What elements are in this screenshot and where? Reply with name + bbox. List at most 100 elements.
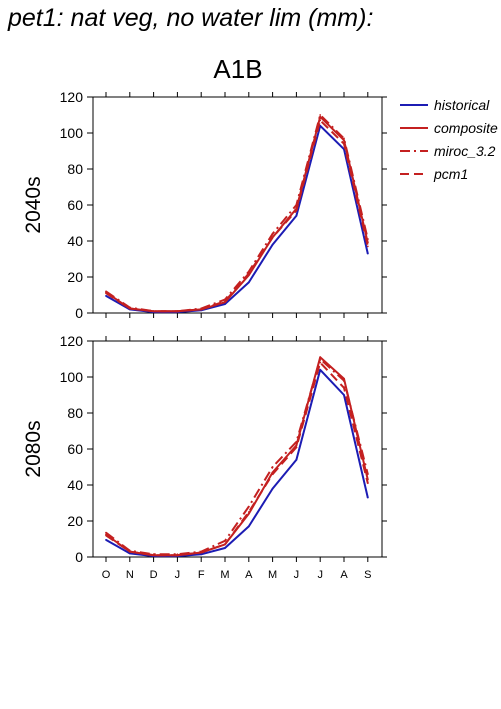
panel-2040s-point-pcm1: [366, 245, 369, 248]
panel-2080s-point-historical: [224, 547, 226, 549]
panel-2040s-point-pcm1: [319, 119, 322, 122]
xtick-label-0: O: [102, 569, 111, 581]
panel-2080s-row-label: 2080s: [22, 420, 45, 477]
panel-2040s-point-composite: [343, 139, 345, 142]
xtick-label-5: M: [220, 569, 229, 581]
panel-2080s-point-pcm1: [224, 543, 226, 546]
panel-2080s-ytick-label: 40: [67, 477, 83, 493]
xtick-label-11: S: [364, 569, 371, 581]
panel-2080s-point-miroc_3.2: [319, 358, 322, 360]
xtick-label-9: J: [317, 569, 323, 581]
xtick-label-3: J: [175, 569, 181, 581]
panel-2040s-ytick-label: 80: [67, 161, 83, 177]
panel-2080s-point-composite: [247, 512, 250, 515]
panel-2040s-ytick-label: 20: [67, 269, 83, 285]
panel-2040s-point-pcm1: [105, 292, 107, 295]
panel-2080s-ytick-label: 60: [67, 441, 83, 457]
panel-2080s-point-historical: [247, 525, 250, 528]
panel-2040s-ytick-label: 100: [60, 125, 84, 141]
panel-2080s-point-pcm1: [128, 550, 131, 553]
panel-2040s-point-historical: [247, 281, 250, 284]
panel-2080s-series-composite: [105, 356, 369, 557]
panel-2080s-point-historical: [200, 553, 203, 556]
panel-2040s-point-pcm1: [271, 236, 274, 239]
panel-2080s-series-pcm1: [105, 361, 369, 557]
panel-2080s-point-miroc_3.2: [295, 440, 298, 443]
panel-2040s-point-pcm1: [128, 307, 131, 310]
panel-2080s-point-miroc_3.2: [224, 539, 226, 542]
panel-2040s-point-pcm1: [343, 142, 345, 145]
legend-label-historical: historical: [434, 97, 490, 113]
panel-2040s-point-pcm1: [152, 310, 155, 313]
panel-2040s-point-historical: [366, 252, 369, 255]
panel-2040s-point-miroc_3.2: [105, 290, 107, 293]
panel-2040s-point-miroc_3.2: [319, 114, 322, 116]
panel-2080s-point-pcm1: [200, 551, 203, 554]
panel-2080s-point-miroc_3.2: [105, 531, 107, 534]
panel-2080s-point-pcm1: [176, 554, 179, 557]
panel-2040s-point-pcm1: [247, 272, 250, 275]
panel-2080s-point-miroc_3.2: [271, 466, 274, 468]
panel-2080s-point-historical: [295, 458, 298, 461]
panel-2080s-point-historical: [343, 394, 345, 396]
panel-2040s-row-label: 2040s: [22, 176, 45, 233]
panel-2040s-ytick-label: 120: [60, 89, 84, 105]
panel-2040s-point-historical: [271, 243, 274, 246]
panel-2080s-point-historical: [366, 496, 369, 499]
panel-2080s-series-miroc_3.2: [105, 358, 369, 556]
panel-2080s-point-pcm1: [271, 473, 274, 476]
panel-2080s-point-historical: [319, 368, 322, 371]
panel-2080s-ytick-label: 100: [60, 369, 84, 385]
panel-2080s-point-historical: [128, 552, 131, 555]
panel-2080s-point-pcm1: [366, 482, 369, 485]
panel-2040s-point-historical: [224, 303, 226, 305]
panel-2080s-ytick-label: 0: [75, 549, 83, 565]
panel-2080s-point-miroc_3.2: [366, 473, 369, 476]
panel-2040s-ytick-label: 40: [67, 233, 83, 249]
panel-2080s-ytick-label: 120: [60, 333, 84, 349]
panel-2040s-point-pcm1: [295, 209, 298, 212]
panel-2040s-series-miroc_3.2: [105, 114, 369, 313]
panel-2080s-point-pcm1: [343, 386, 345, 389]
panel-2080s-point-miroc_3.2: [343, 379, 345, 382]
xtick-label-2: D: [150, 569, 158, 581]
panel-2080s-ytick-label: 20: [67, 513, 83, 529]
legend-label-composite: composite: [434, 120, 498, 136]
panel-2080s-point-pcm1: [105, 534, 107, 537]
panel-2080s-point-composite: [295, 444, 298, 447]
panel-2040s-point-miroc_3.2: [247, 270, 250, 273]
panel-2040s-point-miroc_3.2: [343, 137, 345, 140]
panel-2080s-point-pcm1: [152, 554, 155, 557]
scenario-title: A1B: [213, 54, 263, 84]
xtick-label-1: N: [126, 569, 134, 581]
panel-2040s-series-pcm1: [105, 119, 369, 313]
panel-2080s-series-historical: [105, 368, 369, 558]
legend-label-miroc_3.2: miroc_3.2: [434, 143, 496, 159]
xtick-label-4: F: [198, 569, 205, 581]
panel-2080s-point-miroc_3.2: [247, 505, 250, 508]
panel-2040s-point-pcm1: [200, 308, 203, 311]
panel-2040s-ytick-label: 0: [75, 305, 83, 321]
xtick-label-6: A: [245, 569, 253, 581]
panel-2080s-point-historical: [105, 539, 107, 541]
xtick-label-8: J: [294, 569, 300, 581]
panel-2080s-ytick-label: 80: [67, 405, 83, 421]
xtick-label-7: M: [268, 569, 277, 581]
panel-2040s-series-composite: [105, 115, 369, 313]
xtick-label-10: A: [340, 569, 348, 581]
panel-2040s-point-miroc_3.2: [271, 232, 274, 235]
panel-2040s-ytick-label: 60: [67, 197, 83, 213]
page-title: pet1: nat veg, no water lim (mm):: [8, 4, 374, 32]
panel-2080s-point-composite: [319, 356, 322, 359]
panel-2040s-frame: [92, 96, 383, 314]
panel-2040s-point-historical: [295, 214, 298, 217]
panel-2040s-point-pcm1: [176, 310, 179, 313]
panel-2040s-point-pcm1: [224, 300, 226, 303]
panel-2080s-point-pcm1: [319, 361, 322, 364]
panel-2080s-point-pcm1: [295, 446, 298, 449]
panel-2040s-point-miroc_3.2: [366, 238, 369, 241]
panel-2040s-point-historical: [105, 295, 107, 297]
legend-label-pcm1: pcm1: [433, 166, 468, 182]
panel-2080s-point-pcm1: [247, 511, 250, 513]
